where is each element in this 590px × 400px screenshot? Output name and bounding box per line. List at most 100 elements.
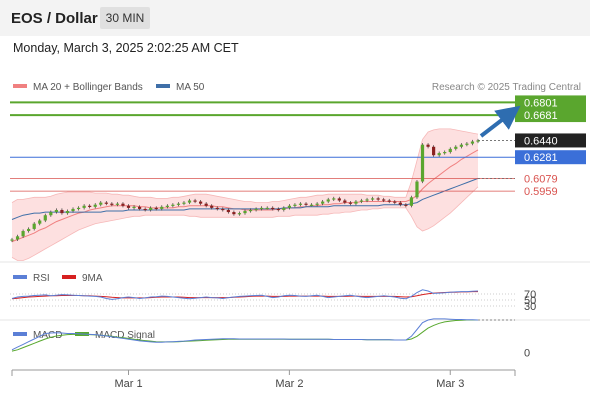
candle-body [199,201,203,204]
candle-body [132,206,136,209]
macd-panel: MACD MACD Signal 0 [0,318,590,360]
candle-body [260,207,264,210]
candle-body [193,200,197,202]
candle-body [332,198,336,200]
candle-body [210,205,214,208]
bollinger-upper-line [11,128,479,203]
candle-body [99,202,103,205]
candle-body [287,205,291,208]
time-axis-label-2: Mar 3 [436,378,464,390]
candle-body [204,203,208,206]
candle-body [71,208,75,212]
candle-body [437,153,441,156]
candle-body [176,203,181,205]
candle-body [76,207,81,210]
level-label-1: 0.6681 [524,110,558,122]
time-axis-label-0: Mar 1 [114,378,142,390]
macd-line [11,318,479,351]
candle-body [321,201,325,204]
candle-body [276,208,280,211]
candle-body [387,200,391,202]
candle-body [465,143,469,145]
candle-body [182,202,186,204]
candle-body [470,141,475,144]
candle-body [432,146,436,156]
candle-body [365,199,369,201]
legend-label-rsi-ma: 9MA [82,273,103,284]
candle-body [454,146,458,149]
candle-body [10,239,14,241]
candle-body [154,207,158,210]
legend-label-rsi: RSI [33,273,50,284]
candle-body [115,203,120,205]
candle-body [298,203,303,205]
bollinger-band-fill [12,128,478,261]
legend-label-bollinger: MA 20 + Bollinger Bands [33,82,143,93]
candle-body [265,207,269,210]
candle-body [370,198,375,200]
candle-body [38,220,42,224]
candle-body [448,148,452,153]
candle-body [43,215,47,221]
level-label-4: 0.6079 [524,173,558,185]
candle-body [165,205,169,207]
candle-body [343,200,347,203]
copyright-text: Research © 2025 Trading Central [432,82,581,93]
candle-body [393,201,397,203]
candle-body [304,203,308,205]
level-label-5: 0.5959 [524,186,558,198]
timeframe-badge[interactable]: 30 MIN [100,7,150,29]
candle-body [226,209,230,213]
chart-datetime: Monday, March 3, 2025 2:02:25 AM CET [13,41,239,55]
candle-body [93,204,97,207]
candle-body [126,205,131,208]
candle-body [248,209,253,212]
legend-label-ma50: MA 50 [176,82,205,93]
candle-body [143,208,147,211]
legend-swatch-rsi-ma [62,275,76,279]
candle-body [104,202,108,204]
level-label-bg-3 [515,150,586,165]
candle-body [315,203,319,205]
legend-swatch-macd [13,332,27,336]
candle-body [160,206,164,209]
candle-body [237,213,242,215]
candle-body [187,200,192,203]
candle-body [348,202,353,204]
candle-body [476,140,480,142]
candle-body [382,199,386,201]
candle-body [309,204,314,206]
legend-swatch-bollinger [13,84,27,88]
level-label-0: 0.6801 [524,97,558,109]
candle-body [54,209,58,213]
candle-body [65,211,70,214]
header-bar: EOS / Dollar 30 MIN [0,0,590,36]
candle-body [459,144,463,147]
candle-body [359,200,364,202]
candle-body [32,223,36,229]
candle-body [221,208,225,211]
rsi-line [11,289,479,300]
candle-body [232,212,236,215]
legend-label-macd: MACD [33,330,62,341]
candle-body [88,205,92,207]
level-label-bg-0 [515,95,586,110]
candle-body [337,198,341,201]
candle-body [282,207,286,210]
bollinger-lower-line [11,186,479,261]
rsi-level-label-0: 70 [524,289,536,301]
time-axis: Mar 1 Mar 2 Mar 3 [11,369,516,390]
level-label-bg-2 [515,133,586,148]
candle-body [121,203,125,206]
candle-body [376,198,380,200]
candle-body [243,211,247,214]
candle-body [171,204,175,206]
candle-body [137,206,142,209]
candle-body [21,231,25,237]
candle-body [326,199,330,202]
macd-level-label-0: 0 [524,348,530,360]
level-label-2: 0.6440 [524,135,558,147]
candle-body [293,204,297,206]
